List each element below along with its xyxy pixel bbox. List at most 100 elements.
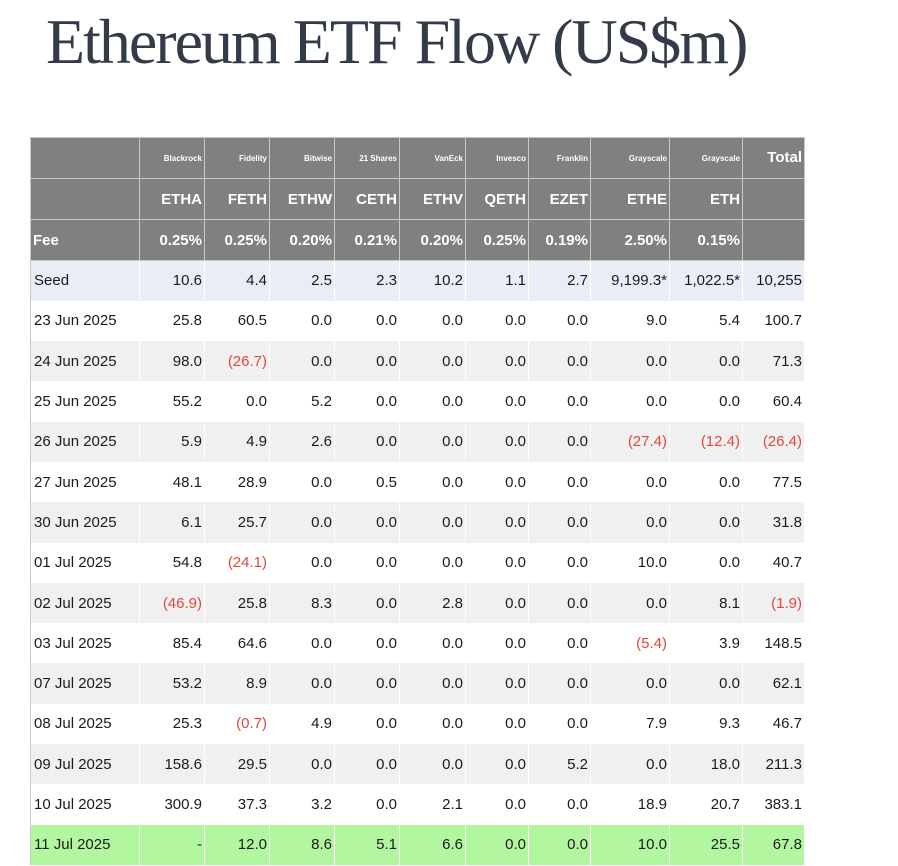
flow-value-cell: 25.7 xyxy=(204,502,270,543)
issuer-header-cell: Blackrock xyxy=(139,137,205,179)
etf-flow-table: Blackrock Fidelity Bitwise 21 Shares Van… xyxy=(30,137,805,865)
flow-value-cell: 0.0 xyxy=(528,341,591,382)
flow-value-cell: 0.0 xyxy=(334,421,400,462)
ticker-header-cell: ETHA xyxy=(139,178,205,220)
flow-value-cell: 54.8 xyxy=(139,542,205,583)
flow-value-cell: 0.0 xyxy=(590,502,670,543)
table-row: 23 Jun 2025 25.8 60.5 0.0 0.0 0.0 0.0 0.0 9.0 5.4… xyxy=(30,300,805,342)
flow-value-cell: 9,199.3* xyxy=(590,260,670,301)
flow-value-cell: 0.0 xyxy=(669,663,743,704)
flow-value-cell: 0.0 xyxy=(465,542,529,583)
flow-value-cell: 10.6 xyxy=(139,260,205,301)
flow-value-cell: 0.0 xyxy=(465,461,529,503)
ticker-header-cell xyxy=(742,178,805,220)
issuer-header-cell xyxy=(30,137,140,179)
flow-value-cell: 0.0 xyxy=(334,582,400,624)
flow-value-cell: 0.0 xyxy=(399,542,466,583)
fee-cell xyxy=(742,219,805,261)
flow-value-cell: 0.0 xyxy=(528,542,591,583)
table-row: 26 Jun 2025 5.9 4.9 2.6 0.0 0.0 0.0 0.0 (27.4) (1… xyxy=(30,421,805,462)
row-date-cell: 27 Jun 2025 xyxy=(30,461,140,503)
row-date-cell: 09 Jul 2025 xyxy=(30,744,140,785)
flow-value-cell: 0.0 xyxy=(669,502,743,543)
flow-value-cell: 0.0 xyxy=(528,703,591,745)
flow-value-cell: 0.0 xyxy=(334,502,400,543)
flow-value-cell: (24.1) xyxy=(204,542,270,583)
flow-value-cell: 18.9 xyxy=(590,784,670,825)
flow-value-cell: 0.0 xyxy=(399,341,466,382)
row-total-cell: 148.5 xyxy=(742,623,805,664)
flow-value-cell: 0.0 xyxy=(590,663,670,704)
ticker-header-cell: FETH xyxy=(204,178,270,220)
flow-value-cell: 5.4 xyxy=(669,300,743,342)
flow-value-cell: 0.0 xyxy=(334,703,400,745)
table-row: 30 Jun 2025 6.1 25.7 0.0 0.0 0.0 0.0 0.0 0.0 0.0 3… xyxy=(30,502,805,543)
flow-value-cell: 0.0 xyxy=(399,421,466,462)
flow-value-cell: 1.1 xyxy=(465,260,529,301)
row-date-cell: 23 Jun 2025 xyxy=(30,300,140,342)
flow-value-cell: 98.0 xyxy=(139,341,205,382)
flow-value-cell: 55.2 xyxy=(139,381,205,422)
flow-value-cell: 0.5 xyxy=(334,461,400,503)
flow-value-cell: 0.0 xyxy=(528,300,591,342)
fee-cell: 0.21% xyxy=(334,219,400,261)
flow-value-cell: 0.0 xyxy=(528,582,591,624)
flow-value-cell: 0.0 xyxy=(669,461,743,503)
row-total-cell: 31.8 xyxy=(742,502,805,543)
row-total-cell: 10,255 xyxy=(742,260,805,301)
flow-value-cell: 20.7 xyxy=(669,784,743,825)
row-date-cell: Seed xyxy=(30,260,140,301)
row-total-cell: 71.3 xyxy=(742,341,805,382)
flow-value-cell: 0.0 xyxy=(590,461,670,503)
flow-value-cell: 0.0 xyxy=(669,542,743,583)
flow-value-cell: 0.0 xyxy=(590,744,670,785)
flow-value-cell: 6.6 xyxy=(399,824,466,865)
flow-value-cell: 2.7 xyxy=(528,260,591,301)
ticker-header-cell: ETHE xyxy=(590,178,670,220)
flow-value-cell: 0.0 xyxy=(334,663,400,704)
flow-value-cell: 0.0 xyxy=(399,300,466,342)
flow-value-cell: 9.0 xyxy=(590,300,670,342)
flow-value-cell: 0.0 xyxy=(465,663,529,704)
table-row: 08 Jul 2025 25.3 (0.7) 4.9 0.0 0.0 0.0 0.0 7.9 9.… xyxy=(30,703,805,745)
flow-value-cell: 48.1 xyxy=(139,461,205,503)
flow-value-cell: 25.8 xyxy=(204,582,270,624)
table-row: 27 Jun 2025 48.1 28.9 0.0 0.5 0.0 0.0 0.0 0.0 0.0… xyxy=(30,461,805,503)
row-total-cell: 211.3 xyxy=(742,744,805,785)
table-row: 07 Jul 2025 53.2 8.9 0.0 0.0 0.0 0.0 0.0 0.0 0.0 6… xyxy=(30,663,805,704)
ticker-header-cell: ETHW xyxy=(269,178,335,220)
flow-value-cell: 158.6 xyxy=(139,744,205,785)
flow-value-cell: 2.6 xyxy=(269,421,335,462)
flow-value-cell: 2.3 xyxy=(334,260,400,301)
flow-value-cell: 0.0 xyxy=(465,502,529,543)
flow-value-cell: 0.0 xyxy=(399,744,466,785)
flow-value-cell: 0.0 xyxy=(204,381,270,422)
row-date-cell: 02 Jul 2025 xyxy=(30,582,140,624)
fee-cell: 0.19% xyxy=(528,219,591,261)
flow-value-cell: 0.0 xyxy=(269,461,335,503)
flow-value-cell: 6.1 xyxy=(139,502,205,543)
flow-value-cell: - xyxy=(139,824,205,865)
row-date-cell: 11 Jul 2025 xyxy=(30,824,140,865)
fee-header-row: Fee 0.25% 0.25% 0.20% 0.21% 0.20% 0.25% … xyxy=(30,219,805,261)
flow-value-cell: 0.0 xyxy=(528,502,591,543)
row-date-cell: 07 Jul 2025 xyxy=(30,663,140,704)
issuer-header-cell: Bitwise xyxy=(269,137,335,179)
ticker-header-cell xyxy=(30,178,140,220)
row-total-cell: 100.7 xyxy=(742,300,805,342)
flow-value-cell: 0.0 xyxy=(399,502,466,543)
table-row: 24 Jun 2025 98.0 (26.7) 0.0 0.0 0.0 0.0 0.0 0.0 0… xyxy=(30,341,805,382)
ticker-header-cell: EZET xyxy=(528,178,591,220)
flow-value-cell: (27.4) xyxy=(590,421,670,462)
flow-value-cell: 0.0 xyxy=(590,582,670,624)
flow-value-cell: 0.0 xyxy=(334,784,400,825)
fee-cell: 2.50% xyxy=(590,219,670,261)
issuer-header-row: Blackrock Fidelity Bitwise 21 Shares Van… xyxy=(30,137,805,179)
flow-value-cell: 0.0 xyxy=(465,582,529,624)
flow-value-cell: 0.0 xyxy=(399,623,466,664)
flow-value-cell: (12.4) xyxy=(669,421,743,462)
flow-value-cell: 0.0 xyxy=(334,381,400,422)
flow-value-cell: 25.3 xyxy=(139,703,205,745)
flow-value-cell: 0.0 xyxy=(269,542,335,583)
row-date-cell: 30 Jun 2025 xyxy=(30,502,140,543)
